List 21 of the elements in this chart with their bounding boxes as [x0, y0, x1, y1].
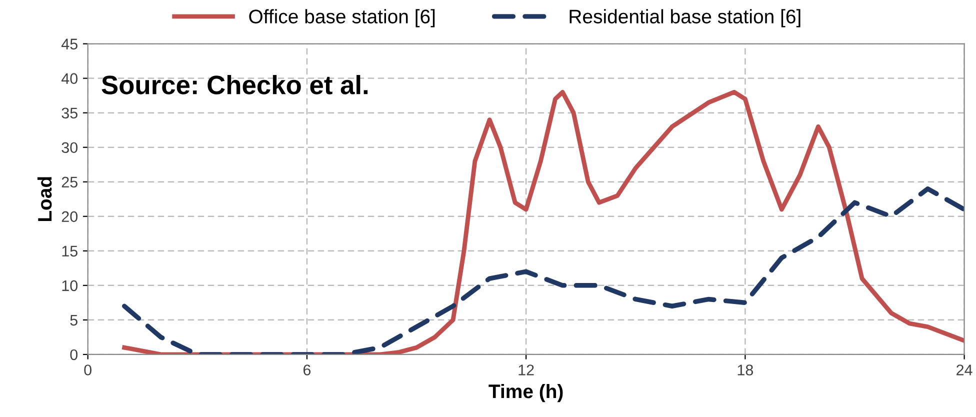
- y-tick-label: 5: [70, 314, 78, 326]
- legend-label: Residential base station [6]: [570, 9, 800, 28]
- x-tick-label: 18: [738, 364, 754, 376]
- y-tick-label: 30: [62, 142, 78, 154]
- y-tick-label: 20: [62, 211, 78, 222]
- y-tick-label: 35: [62, 108, 78, 119]
- x-axis-title: Time (h): [488, 384, 563, 402]
- y-axis-title: Load: [37, 177, 52, 222]
- annotation: Source: Checko et al.: [102, 74, 368, 94]
- x-tick-label: 0: [84, 364, 92, 376]
- x-tick-label: 12: [518, 364, 534, 376]
- x-tick-label: 6: [303, 364, 311, 376]
- x-tick-label: 24: [956, 364, 972, 376]
- legend-label: Office base station [6]: [249, 9, 435, 28]
- y-tick-label: 45: [61, 38, 78, 50]
- y-tick-label: 40: [61, 73, 78, 84]
- y-tick-label: 25: [62, 176, 78, 188]
- line-series: [122, 186, 964, 354]
- y-tick-label: 0: [70, 349, 78, 360]
- y-tick-label: 10: [62, 280, 78, 292]
- y-tick-label: 15: [62, 246, 78, 257]
